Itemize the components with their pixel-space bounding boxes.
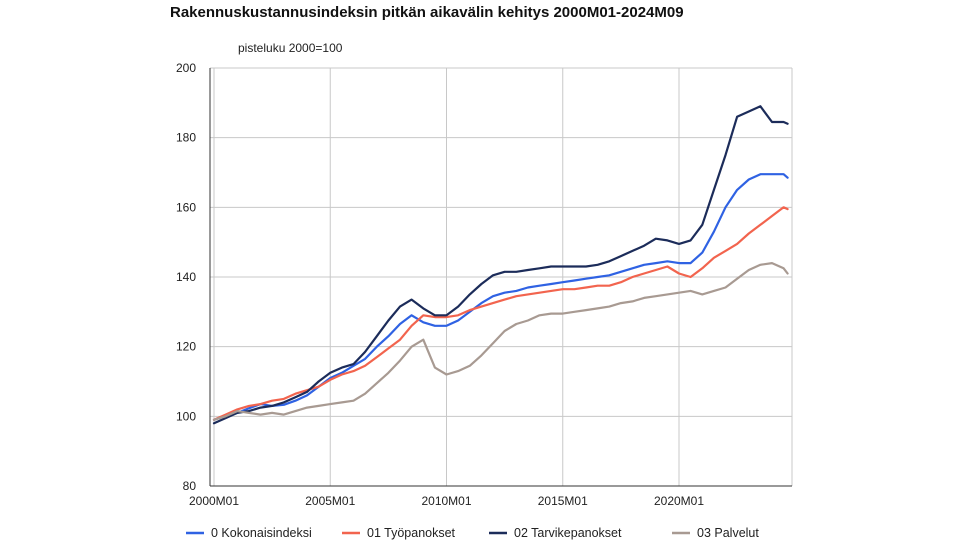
y-axis-ticks: 80 100 120 140 160 180 200 (176, 61, 196, 493)
series-line-4 (212, 262, 789, 421)
legend-label: 03 Palvelut (697, 526, 759, 540)
y-tick-label: 100 (176, 409, 196, 423)
legend-label: 02 Tarvikepanokset (514, 526, 622, 540)
x-tick-label: 2020M01 (654, 494, 704, 508)
y-tick-label: 80 (183, 479, 197, 493)
y-tick-label: 200 (176, 61, 196, 75)
x-tick-label: 2010M01 (421, 494, 471, 508)
legend-label: 0 Kokonaisindeksi (211, 526, 312, 540)
y-tick-label: 140 (176, 270, 196, 284)
series-line-3 (212, 105, 789, 425)
axes (209, 68, 792, 487)
grid-lines (210, 67, 793, 486)
chart-title: Rakennuskustannusindeksin pitkän aikaväl… (170, 4, 684, 21)
y-axis-unit-label: pisteluku 2000=100 (238, 41, 343, 55)
y-tick-label: 120 (176, 340, 196, 354)
series-lines (212, 105, 789, 425)
x-tick-label: 2005M01 (305, 494, 355, 508)
x-axis-ticks: 2000M01 2005M01 2010M01 2015M01 2020M01 (189, 494, 704, 508)
y-tick-label: 180 (176, 131, 196, 145)
y-tick-label: 160 (176, 200, 196, 214)
legend-label: 01 Työpanokset (367, 526, 456, 540)
x-tick-label: 2000M01 (189, 494, 239, 508)
x-tick-label: 2015M01 (538, 494, 588, 508)
series-line-1 (212, 173, 789, 421)
series-line-2 (212, 206, 789, 421)
legend: 0 Kokonaisindeksi 01 Työpanokset 02 Tarvik… (186, 526, 759, 540)
